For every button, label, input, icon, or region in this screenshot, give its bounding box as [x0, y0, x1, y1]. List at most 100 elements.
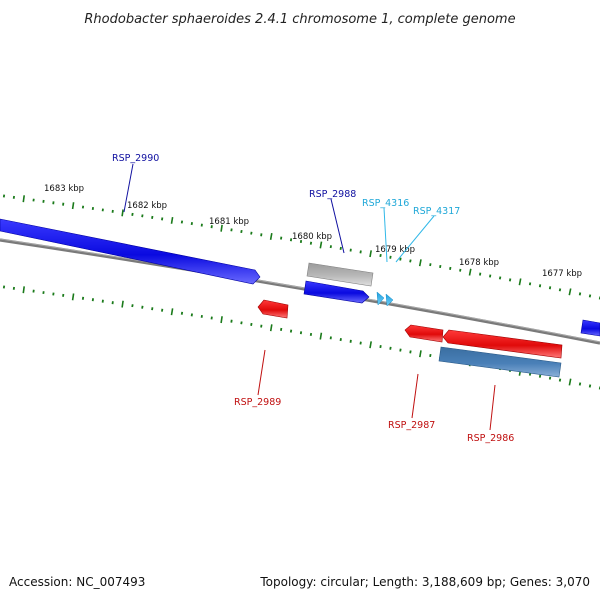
label-rsp-2989[interactable]: RSP_2989	[234, 397, 281, 408]
scale-minor-tick	[141, 214, 144, 218]
scale-major-tick	[170, 216, 174, 224]
scale-major-tick	[418, 259, 422, 267]
scale-major-tick	[419, 350, 422, 358]
gene-forward-right-edge[interactable]	[580, 319, 600, 337]
gene-labels: RSP_2990 RSP_2988 RSP_4316 RSP_4317 RSP_…	[112, 153, 514, 444]
scale-minor-tick	[161, 217, 164, 221]
scale-minor-tick	[548, 376, 552, 380]
scale-major-tick	[170, 308, 174, 316]
scale-minor-tick	[538, 374, 542, 378]
scale-minor-tick	[538, 284, 542, 288]
forward-genes	[0, 218, 600, 337]
label-rsp-4316[interactable]: RSP_4316	[362, 198, 409, 209]
scale-major-tick	[319, 332, 323, 340]
leader-rsp-2988	[330, 198, 345, 254]
label-rsp-2986[interactable]: RSP_2986	[467, 433, 514, 444]
scale-minor-tick	[379, 345, 382, 349]
scale-minor-tick	[280, 327, 283, 331]
kbp-label-1677: 1677 kbp	[542, 269, 582, 279]
map-title: Rhodobacter sphaeroides 2.4.1 chromosome…	[84, 12, 515, 27]
scale-minor-tick	[339, 246, 342, 250]
scale-major-tick	[568, 288, 572, 296]
scale-major-tick	[468, 268, 472, 276]
scale-minor-tick	[180, 311, 184, 315]
scale-minor-tick	[250, 231, 253, 235]
scale-minor-tick	[309, 332, 313, 336]
scale-minor-tick	[459, 268, 462, 272]
kbp-label-1682: 1682 kbp	[127, 201, 167, 211]
reverse-genes	[257, 299, 563, 378]
scale-minor-tick	[429, 353, 432, 358]
scale-minor-tick	[528, 282, 532, 286]
scale-major-tick	[518, 278, 522, 286]
kbp-label-1683: 1683 kbp	[44, 184, 84, 194]
accession-text: Accession: NC_007493	[9, 575, 145, 589]
scale-major-tick	[22, 286, 25, 294]
gene-forward-small[interactable]	[303, 280, 370, 304]
genome-summary-text: Topology: circular; Length: 3,188,609 bp…	[259, 575, 590, 589]
gene-rsp-2990[interactable]	[0, 218, 261, 285]
scale-minor-tick	[389, 255, 392, 259]
leader-rsp-4317	[395, 215, 435, 263]
scale-minor-tick	[588, 384, 592, 388]
scale-minor-tick	[578, 292, 582, 296]
scale-minor-tick	[151, 215, 154, 219]
label-rsp-2990[interactable]: RSP_2990	[112, 153, 159, 164]
label-rsp-4317[interactable]: RSP_4317	[413, 206, 460, 217]
scale-minor-tick	[359, 250, 362, 254]
leader-rsp-2986	[489, 384, 496, 431]
gene-rsp-2987[interactable]	[404, 324, 444, 343]
scale-major-tick	[269, 232, 273, 240]
scale-major-tick	[22, 195, 25, 203]
scale-major-tick	[121, 300, 124, 308]
scale-major-tick	[369, 250, 372, 258]
gene-rsp-2986[interactable]	[438, 346, 562, 378]
scale-major-tick	[121, 209, 124, 217]
leader-rsp-2989	[257, 349, 266, 396]
scale-major-tick	[220, 316, 223, 324]
scale-major-tick	[71, 293, 75, 301]
kbp-label-1680: 1680 kbp	[292, 232, 332, 242]
scale-minor-tick	[280, 236, 283, 240]
scale-minor-tick	[359, 341, 362, 345]
scale-minor-tick	[578, 382, 582, 386]
scale-major-tick	[71, 202, 75, 210]
scale-minor-tick	[379, 253, 382, 258]
scale-minor-tick	[498, 276, 502, 280]
scale-minor-tick	[489, 274, 492, 278]
lower-scale-track	[2, 285, 600, 390]
scale-minor-tick	[289, 329, 293, 333]
gene-rsp-2988[interactable]	[306, 262, 374, 287]
scale-major-tick	[568, 378, 572, 386]
scale-minor-tick	[449, 266, 452, 270]
scale-major-tick	[269, 324, 273, 332]
scale-minor-tick	[180, 220, 184, 224]
gene-rsp-4316[interactable]	[376, 291, 385, 306]
scale-major-tick	[319, 241, 323, 249]
scale-minor-tick	[151, 307, 154, 311]
kbp-label-1678: 1678 kbp	[459, 258, 499, 268]
kbp-labels: 1683 kbp 1682 kbp 1681 kbp 1680 kbp 1679…	[44, 184, 582, 279]
scale-minor-tick	[409, 350, 412, 354]
scale-minor-tick	[240, 229, 243, 234]
upper-scale-track	[2, 194, 600, 300]
scale-minor-tick	[141, 305, 144, 309]
scale-major-tick	[220, 224, 223, 232]
chromosome-backbone-highlight	[0, 238, 600, 343]
scale-minor-tick	[190, 313, 193, 317]
scale-minor-tick	[508, 278, 512, 282]
scale-major-tick	[369, 341, 372, 349]
scale-minor-tick	[339, 338, 342, 342]
gene-rsp-4317[interactable]	[385, 293, 394, 307]
gene-reverse-large[interactable]	[442, 329, 563, 359]
label-rsp-2988[interactable]: RSP_2988	[309, 189, 356, 200]
scale-minor-tick	[588, 294, 592, 298]
scale-minor-tick	[429, 263, 432, 267]
scale-minor-tick	[389, 346, 392, 350]
scale-minor-tick	[190, 222, 193, 226]
scale-minor-tick	[558, 378, 562, 382]
label-rsp-2987[interactable]: RSP_2987	[388, 420, 435, 431]
leader-rsp-2990	[123, 163, 134, 213]
gene-rsp-2989[interactable]	[257, 299, 289, 319]
scale-minor-tick	[240, 321, 243, 325]
